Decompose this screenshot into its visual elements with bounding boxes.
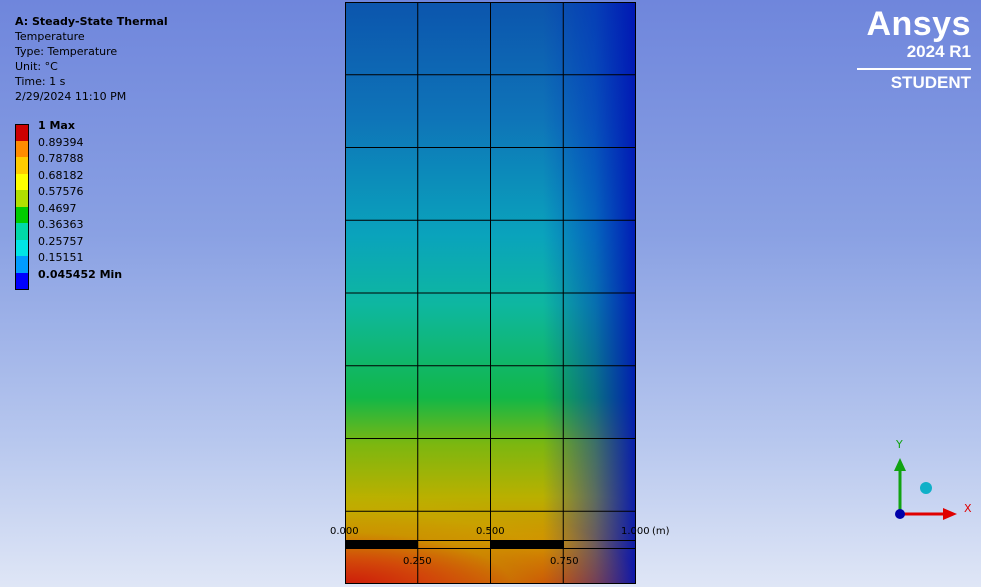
result-date: 2/29/2024 11:10 PM <box>15 90 127 103</box>
legend-swatch <box>15 157 29 174</box>
legend-label: 1 Max <box>38 119 75 132</box>
legend-swatch <box>15 124 29 141</box>
legend-swatch <box>15 223 29 240</box>
result-unit: Unit: °C <box>15 60 58 73</box>
logo-version: 2024 R1 <box>906 42 971 61</box>
scale-segment-1 <box>345 540 418 549</box>
mesh-grid <box>345 2 636 584</box>
scale-label-4: 1.000 <box>621 526 650 537</box>
legend-label: 0.4697 <box>38 201 77 215</box>
legend-swatch <box>15 239 29 257</box>
logo-divider <box>857 68 971 70</box>
scale-bar: 0.000 0.500 1.000 (m) 0.250 0.750 <box>330 526 670 571</box>
temperature-contour-model[interactable] <box>345 2 636 584</box>
legend-label: 0.68182 <box>38 168 84 182</box>
legend-swatch <box>15 272 29 290</box>
analysis-title: A: Steady-State Thermal <box>15 15 168 28</box>
result-quantity: Temperature <box>15 30 85 43</box>
legend-label: 0.89394 <box>38 135 84 149</box>
triad-iso-sphere-icon <box>920 482 932 494</box>
logo-edition: STUDENT <box>890 73 971 92</box>
legend-swatch <box>15 256 29 273</box>
result-info: A: Steady-State Thermal Temperature Type… <box>15 14 168 104</box>
triad-y-arrow-icon <box>894 458 906 471</box>
legend-label: 0.25757 <box>38 234 84 248</box>
legend-label: 0.78788 <box>38 152 84 165</box>
legend-swatch <box>15 190 29 207</box>
legend-swatch <box>15 140 29 158</box>
scale-label-3: 0.750 <box>550 556 579 567</box>
scale-label-2: 0.500 <box>476 526 505 537</box>
result-time: Time: 1 s <box>15 75 66 88</box>
legend-label: 0.15151 <box>38 251 84 264</box>
triad-axes <box>894 458 957 520</box>
coordinate-triad[interactable]: Y X <box>880 438 980 528</box>
triad-x-arrow-icon <box>943 508 957 520</box>
legend-label: 0.36363 <box>38 218 84 231</box>
legend-swatch <box>15 173 29 191</box>
triad-x-label: X <box>964 502 972 515</box>
scale-label-1: 0.250 <box>403 556 432 567</box>
scale-segment-3 <box>491 540 564 549</box>
triad-y-label: Y <box>896 438 903 451</box>
scale-segment-2 <box>418 540 491 549</box>
logo-brand: Ansys <box>866 5 971 43</box>
legend-swatch <box>15 206 29 224</box>
scale-label-0: 0.000 <box>330 526 359 537</box>
legend-label: 0.045452 Min <box>38 267 123 281</box>
result-type: Type: Temperature <box>15 45 118 58</box>
ansys-logo: Ansys 2024 R1 STUDENT <box>857 6 971 92</box>
legend-label: 0.57576 <box>38 185 84 198</box>
scale-unit: (m) <box>652 526 670 537</box>
scale-segment-4 <box>564 540 636 549</box>
triad-origin-icon <box>895 509 905 519</box>
